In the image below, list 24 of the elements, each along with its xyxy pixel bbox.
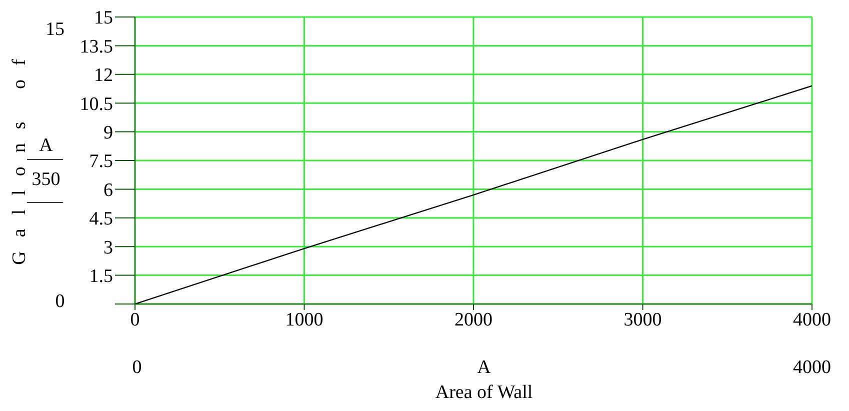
y-tick-label: 3 — [104, 237, 113, 258]
y-tick-label: 9 — [104, 122, 113, 144]
y-tick-label: 7.5 — [89, 151, 113, 172]
x-tick-label: 1000 — [285, 309, 324, 330]
y-tick-label: 4.5 — [89, 208, 113, 230]
y-tick-label: 1.5 — [89, 266, 113, 288]
x-tick-label: 3000 — [624, 309, 662, 330]
text: 0 — [132, 357, 142, 379]
text: 0 — [55, 291, 65, 313]
text: A — [39, 135, 53, 157]
text: 4000 — [793, 357, 831, 379]
y-tick-label: 10.5 — [80, 94, 113, 115]
y-tick-label: 15 — [94, 8, 113, 29]
y-axis-title: Gallons of — [9, 45, 31, 265]
x-tick-label: 4000 — [793, 309, 831, 330]
text: 350 — [32, 169, 60, 191]
x-tick-label: 0 — [130, 309, 140, 330]
text: 15 — [46, 19, 64, 41]
x-axis-title: Area of Wall — [435, 382, 533, 404]
y-tick-label: 13.5 — [80, 36, 113, 58]
text: A — [477, 357, 491, 379]
y-tick-label: 12 — [94, 65, 113, 86]
x-tick-label: 2000 — [454, 309, 492, 330]
y-tick-label: 6 — [104, 180, 113, 201]
